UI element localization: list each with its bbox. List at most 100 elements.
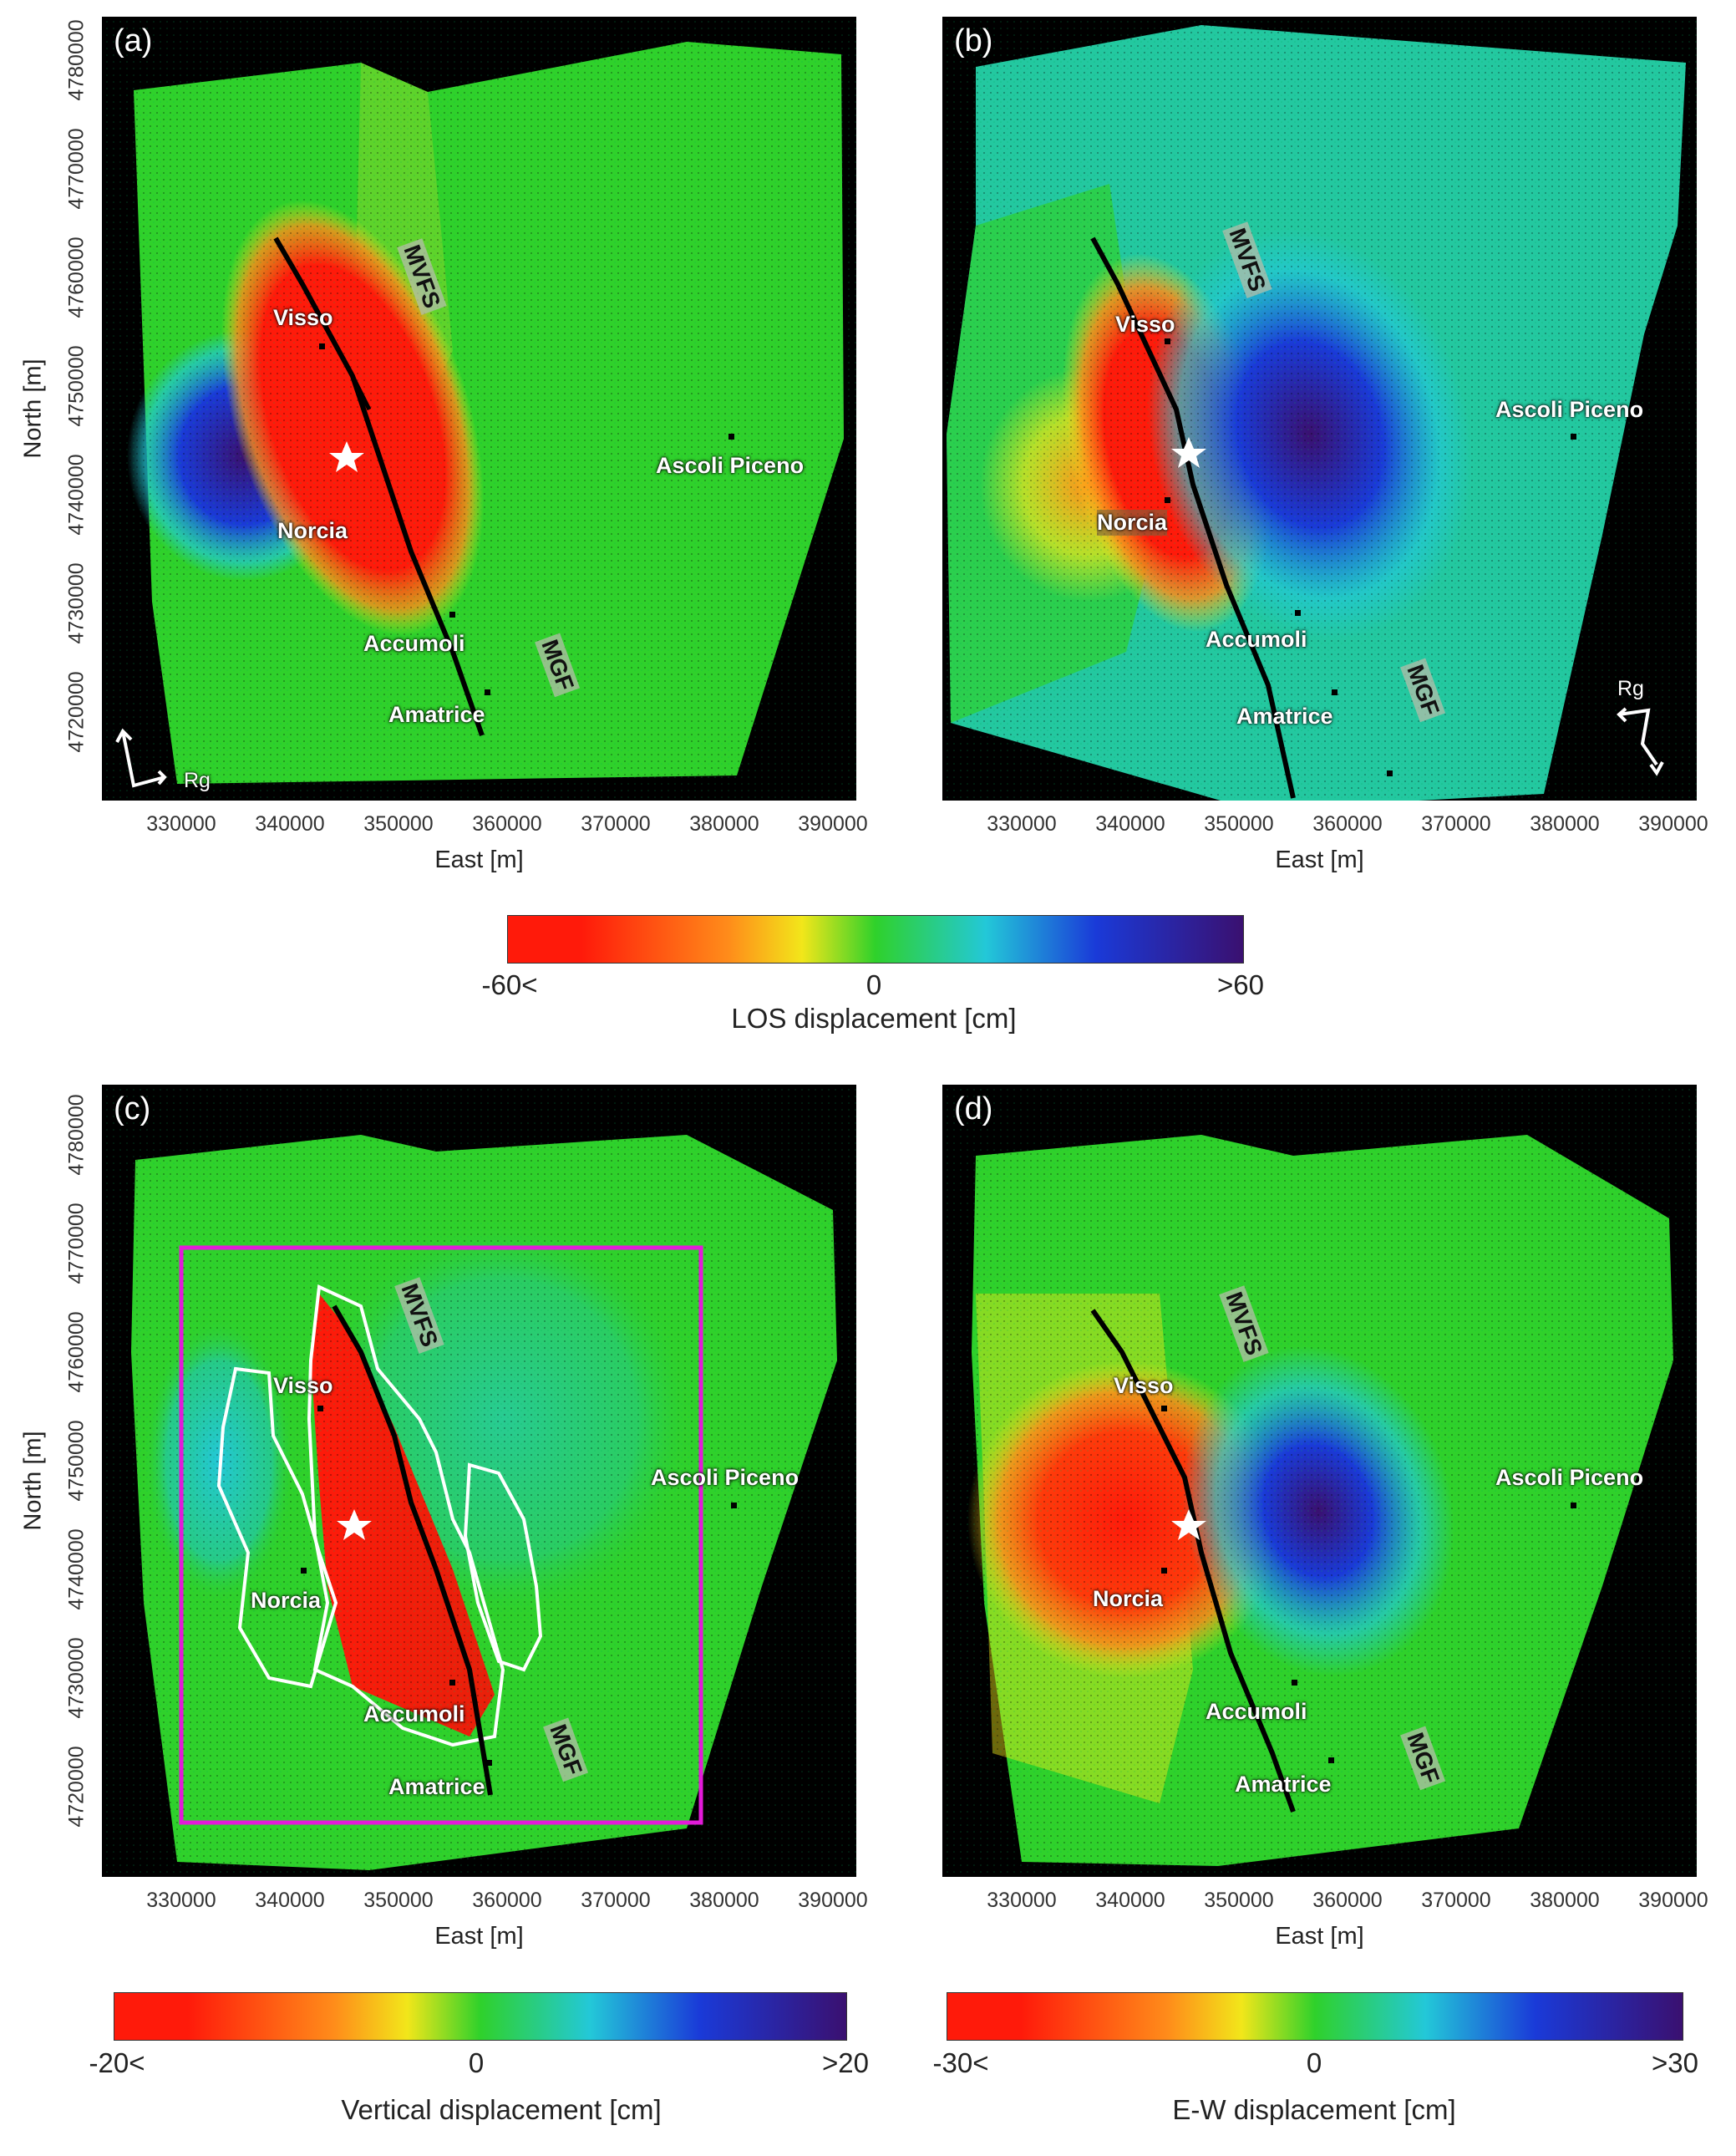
place-label-norcia: Norcia	[277, 518, 348, 543]
x-tick-label: 340000	[255, 1889, 325, 1912]
deformation-outline-east	[463, 1462, 543, 1672]
y-axis-title: North [m]	[19, 358, 47, 459]
town-marker	[317, 1406, 323, 1411]
place-label-amatrice: Amatrice	[388, 702, 485, 727]
epicenter-star-icon	[1171, 1509, 1206, 1540]
place-label-visso: Visso	[1115, 312, 1175, 337]
fault-trace-mvfs	[1090, 1309, 1296, 1813]
y-tick-label: 4750000	[64, 345, 89, 427]
colorbar-los-max: >60	[1217, 969, 1264, 1000]
x-tick-label: 380000	[689, 1889, 759, 1912]
range-arrow-icon	[1617, 707, 1664, 776]
x-axis-title: East [m]	[1275, 1923, 1364, 1950]
x-tick-label: 350000	[363, 1889, 434, 1912]
y-tick-label: 4720000	[64, 671, 89, 753]
town-marker	[1571, 434, 1576, 440]
y-tick-label: 4730000	[64, 1637, 89, 1719]
panel-letter: (c)	[114, 1091, 151, 1126]
town-marker	[1292, 1680, 1297, 1686]
range-arrow-icon	[115, 728, 167, 788]
panel-letter: (a)	[114, 23, 153, 58]
fault-trace-mvfs	[332, 1304, 493, 1796]
x-tick-label: 330000	[987, 1889, 1057, 1912]
place-label-accumoli: Accumoli	[363, 1701, 465, 1726]
colorbar-ew-max: >30	[1652, 2047, 1698, 2078]
place-label-accumoli: Accumoli	[363, 631, 465, 656]
place-label-ascoli-piceno: Ascoli Piceno	[656, 453, 805, 478]
x-axis-title: East [m]	[1275, 847, 1364, 873]
x-tick-label: 370000	[581, 812, 651, 836]
map-panel-a: (a) Visso Norcia Accumoli Amatrice Ascol…	[102, 17, 856, 801]
y-tick-label: 4770000	[64, 1203, 89, 1284]
range-direction-label: Rg	[184, 769, 211, 792]
town-marker	[731, 1503, 737, 1508]
town-marker	[1165, 338, 1170, 344]
x-tick-label: 380000	[689, 812, 759, 836]
y-axis-title: North [m]	[19, 1431, 47, 1531]
map-panel-b: (b) Visso Norcia Accumoli Amatrice Ascol…	[942, 17, 1697, 801]
place-label-accumoli: Accumoli	[1206, 1699, 1307, 1724]
y-tick-label: 4750000	[64, 1420, 89, 1502]
x-tick-label: 330000	[146, 1889, 216, 1912]
town-marker	[728, 434, 734, 440]
panel-letter: (d)	[954, 1091, 993, 1126]
panel-letter: (b)	[954, 23, 993, 58]
colorbar-los-title: LOS displacement [cm]	[731, 1003, 1017, 1034]
x-tick-label: 340000	[1095, 812, 1165, 836]
epicenter-star-icon	[337, 1509, 372, 1540]
town-marker	[449, 612, 455, 618]
colorbar-ew-mid: 0	[1306, 2047, 1322, 2078]
town-marker	[1295, 610, 1301, 616]
colorbar-vertical-min: -20<	[89, 2047, 145, 2078]
x-tick-label: 360000	[472, 1889, 542, 1912]
x-tick-label: 390000	[798, 812, 868, 836]
x-axis-title: East [m]	[434, 1923, 524, 1950]
place-label-amatrice: Amatrice	[1235, 1772, 1332, 1797]
los-displacement-map-b	[942, 17, 1697, 801]
ew-displacement-map	[942, 1085, 1697, 1877]
town-marker	[319, 343, 325, 349]
x-tick-label: 370000	[581, 1889, 651, 1912]
colorbar-vertical-max: >20	[822, 2047, 869, 2078]
x-tick-label: 330000	[987, 812, 1057, 836]
deformation-outline-west	[216, 1366, 338, 1689]
x-tick-label: 370000	[1421, 1889, 1491, 1912]
colorbar-vertical	[114, 1992, 847, 2041]
x-tick-label: 340000	[1095, 1889, 1165, 1912]
los-displacement-map-a	[102, 17, 856, 801]
y-tick-label: 4740000	[64, 1528, 89, 1610]
colorbar-vertical-mid: 0	[468, 2047, 485, 2078]
town-marker	[1165, 497, 1170, 503]
colorbar-los	[507, 915, 1244, 964]
y-tick-label: 4720000	[64, 1746, 89, 1828]
fault-trace-mvfs	[273, 236, 485, 736]
place-label-amatrice: Amatrice	[388, 1774, 485, 1799]
colorbar-ew-min: -30<	[932, 2047, 989, 2078]
place-label-norcia: Norcia	[1093, 1586, 1164, 1611]
town-marker	[1571, 1503, 1576, 1508]
y-tick-label: 4740000	[64, 454, 89, 536]
y-tick-label: 4760000	[64, 236, 89, 318]
fault-trace-secondary	[350, 374, 372, 411]
x-tick-label: 360000	[472, 812, 542, 836]
colorbar-los-mid: 0	[865, 969, 882, 1000]
x-tick-label: 390000	[1638, 812, 1708, 836]
place-label-visso: Visso	[273, 1373, 333, 1398]
x-tick-label: 370000	[1421, 812, 1491, 836]
vertical-displacement-map	[102, 1085, 856, 1877]
fault-trace-mvfs	[1090, 236, 1296, 799]
town-marker	[1328, 1757, 1334, 1763]
x-tick-label: 380000	[1530, 812, 1600, 836]
town-marker	[1332, 689, 1338, 695]
colorbar-los-min: -60<	[481, 969, 538, 1000]
place-label-amatrice: Amatrice	[1236, 704, 1333, 729]
place-label-accumoli: Accumoli	[1206, 627, 1307, 652]
place-label-ascoli-piceno: Ascoli Piceno	[1495, 397, 1644, 422]
town-marker	[301, 1568, 307, 1574]
colorbar-ew-title: E-W displacement [cm]	[1172, 2094, 1456, 2125]
place-label-visso: Visso	[1114, 1373, 1174, 1398]
x-tick-label: 350000	[363, 812, 434, 836]
town-marker	[449, 1680, 455, 1686]
x-tick-label: 360000	[1312, 812, 1383, 836]
x-tick-label: 350000	[1204, 1889, 1274, 1912]
